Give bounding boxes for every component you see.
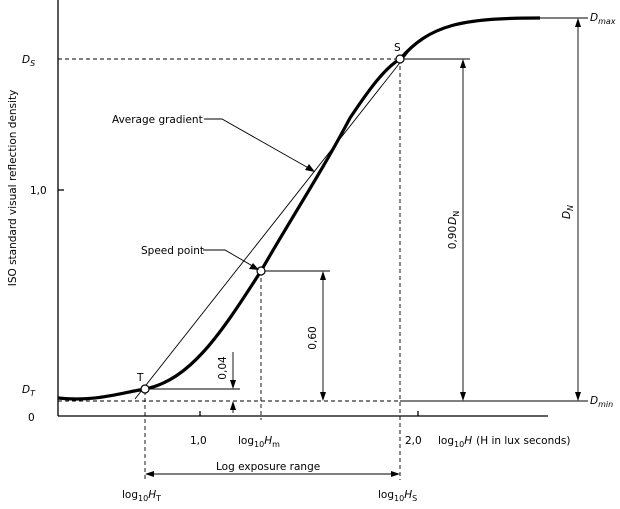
log10hs-label: log10HS [378,489,417,503]
x-axis-title: log10H (H in lux seconds) [438,435,571,449]
dt-label: DT [22,384,36,398]
dim-060-arrow-top [320,271,326,280]
log-exposure-range-label: Log exposure range [216,461,320,473]
dim-dn-arrow-top [575,18,581,27]
ds-label: DS [22,54,35,68]
y-axis-title: ISO standard visual reflection density [7,90,19,287]
speed-point-label: Speed point [141,245,204,257]
average-gradient-leader [204,118,313,171]
dim-dn-arrow-bottom [575,392,581,401]
dim-060-label: 0,60 [307,326,319,349]
average-gradient-label: Average gradient [112,114,203,126]
point-t-marker [140,384,150,394]
log-exposure-arrow-left [145,471,154,477]
dim-090dn-arrow-top [460,59,466,68]
dim-060-arrow-bottom [320,392,326,401]
x-tick-2-label: 2,0 [405,435,422,447]
point-s-marker [395,54,405,64]
log10hm-label: log10Hm [238,435,280,449]
y-tick-1-label: 1,0 [30,185,47,197]
speed-point-leader [203,249,257,269]
dn-label: DN [561,205,575,219]
dim-090dn-arrow-bottom [460,392,466,401]
log10ht-label: log10HT [122,489,161,503]
dim-004-arrow-bottom [230,401,236,410]
dim-004-arrow-top [230,380,236,389]
speed-point-marker [256,266,266,276]
dmin-label: Dmin [590,395,613,409]
speed-point-leader-arrow [249,263,259,270]
y-tick-0-label: 0 [28,412,35,424]
dmax-label: Dmax [590,12,616,26]
average-gradient-line [134,49,411,400]
point-s-label: S [394,42,401,54]
log-exposure-arrow-right [391,471,400,477]
average-gradient-leader-arrow [305,164,315,172]
dim-090dn-label: 0,90DN [447,211,461,249]
dim-004-label: 0,04 [217,356,229,380]
x-tick-1-label: 1,0 [190,435,207,447]
point-t-label: T [136,372,144,384]
characteristic-curve [57,16,541,401]
